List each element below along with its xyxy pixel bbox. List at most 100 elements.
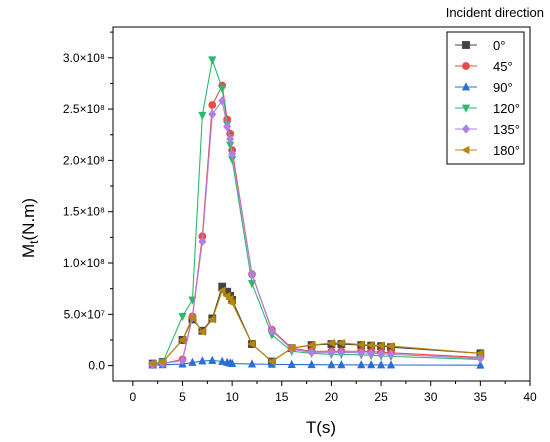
legend-swatch-marker [461,145,470,155]
legend-swatch-marker [461,82,471,91]
legend-item: 120° [455,101,520,116]
data-point [178,312,187,322]
data-point [217,286,226,295]
legend-label: 135° [493,122,520,137]
y-axis-title-main: M [19,244,38,258]
data-point [178,355,187,366]
x-tick-label: 15 [275,390,289,404]
data-point [228,149,237,159]
y-tick-label: 2.0×10⁸ [63,153,105,167]
x-tick-label: 0 [130,390,137,404]
data-point [376,341,385,350]
data-point [226,134,235,144]
data-point [207,315,216,324]
x-tick-label: 5 [179,390,186,404]
data-point [357,348,366,358]
legend-swatch-marker [461,104,471,113]
x-tick-label: 30 [424,390,438,404]
x-tick-label: 20 [325,390,339,404]
x-tick-label: 40 [523,390,537,404]
legend-swatch-marker [462,124,470,134]
series-layer [147,56,485,370]
data-point [287,359,296,368]
data-point [188,357,197,366]
legend-label: 45° [493,59,513,74]
y-tick-label: 0.0 [88,359,105,373]
data-point [218,96,227,106]
plot-border [112,26,531,382]
data-point [286,344,296,353]
data-point [336,338,345,348]
legend-label: 180° [493,143,520,158]
data-point [247,359,257,368]
legend-box [446,31,525,165]
data-point [147,359,157,368]
data-point [225,294,234,303]
legend-label: 0° [493,38,505,53]
legend-label: 90° [493,80,513,95]
data-point [157,357,167,367]
data-point [227,298,236,308]
data-point [357,360,366,369]
x-tick-label: 35 [474,390,488,404]
data-point [208,101,217,109]
legend-item: 180° [455,143,520,158]
data-point [218,356,227,365]
y-tick-label: 5.0×10⁷ [64,307,105,321]
data-point [386,360,396,369]
legend-label: 120° [493,101,520,116]
data-point [327,347,336,357]
data-point [367,360,376,369]
legend-item: 90° [455,80,513,95]
data-point [376,360,386,369]
data-point [223,121,232,132]
data-point [327,360,336,369]
data-point [187,313,196,322]
x-axis-title: T(s) [306,418,336,437]
y-axis-title-subscript: t [27,240,41,244]
data-point [248,269,256,279]
series-1 [148,81,485,369]
data-point [366,341,375,350]
data-point [247,339,256,349]
data-point [218,85,227,94]
x-tick-label: 25 [374,390,388,404]
series-4 [148,96,485,370]
data-point [197,327,206,336]
legend-swatch-marker [462,62,470,70]
data-point [337,347,346,357]
y-tick-label: 3.0×10⁸ [63,51,105,65]
series-3 [148,56,485,370]
data-point [307,347,316,357]
series-5 [147,286,484,368]
data-point [267,357,276,366]
x-axis: 0 5 10 15 20 25 30 35 40 [130,381,537,404]
legend-item: 45° [455,59,513,74]
data-point [198,236,207,247]
data-point [367,348,376,358]
plot-area [112,26,531,382]
y-axis: 0.0 5.0×10⁷ 1.0×10⁸ 1.5×10⁸ 2.0×10⁸ 2.5×10⁸ 3.… [63,31,113,373]
data-point [247,280,257,289]
data-point [267,326,276,336]
y-axis-title-unit: (N.m) [19,198,38,240]
legend-item: 0° [455,38,505,53]
x-tick-label: 10 [225,390,239,404]
y-tick-label: 1.0×10⁸ [63,256,105,270]
legend-title: Incident direction [446,5,544,20]
legend-swatch-marker [462,41,470,49]
data-point [177,335,186,345]
data-point [306,341,315,350]
data-point [198,111,207,121]
data-point [326,338,335,348]
series-line [152,57,481,366]
y-tick-label: 2.5×10⁸ [63,102,105,116]
data-point [476,353,485,364]
y-tick-label: 1.5×10⁸ [63,205,105,219]
data-point [208,56,217,65]
data-point [377,349,386,359]
data-point [208,109,217,119]
legend: 0° 45° 90° 120° 135° 180° [446,31,525,165]
